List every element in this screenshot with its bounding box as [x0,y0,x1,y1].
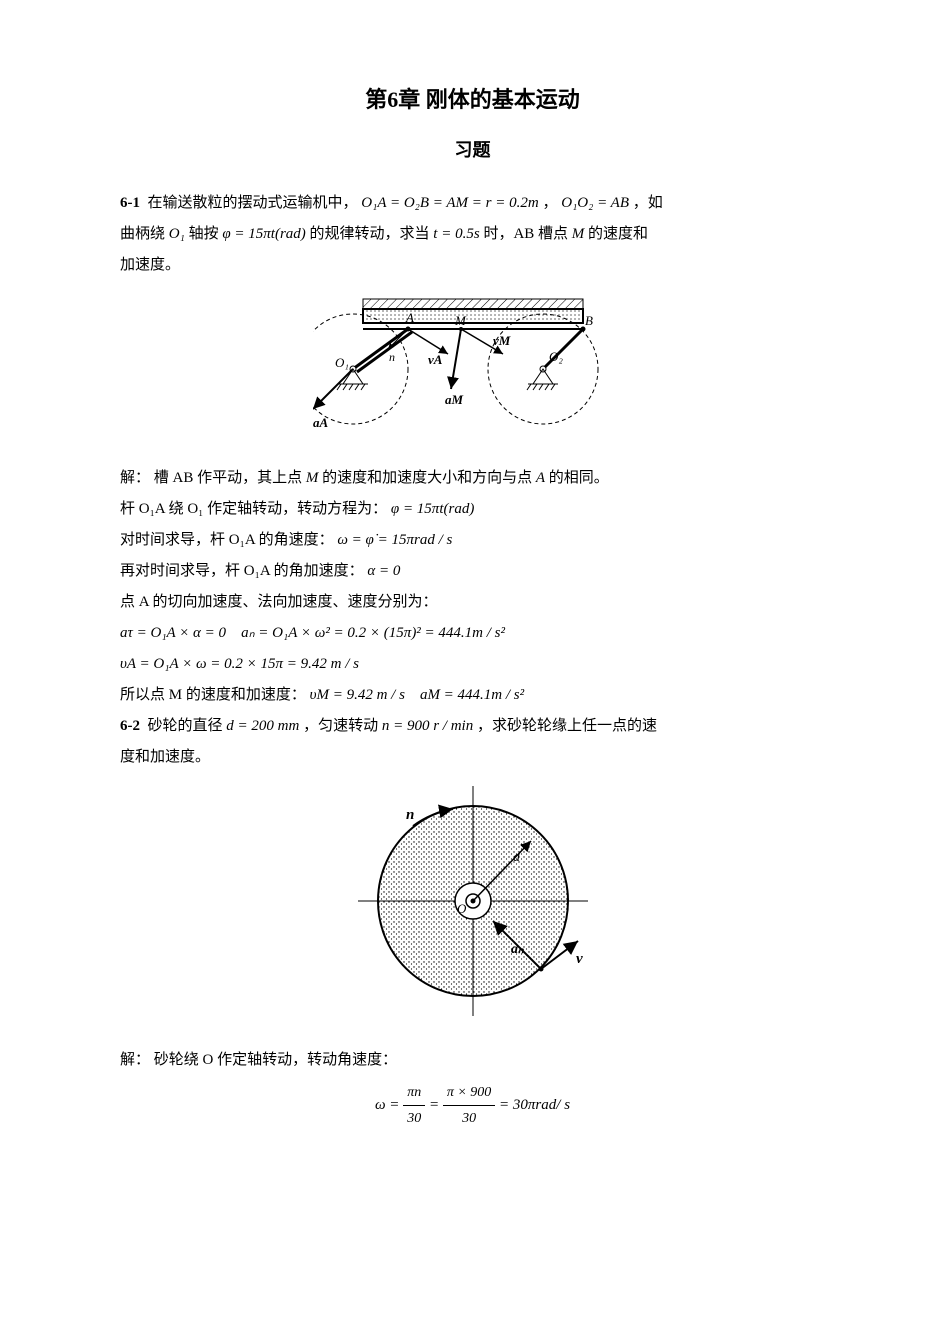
solution-line: 解： 砂轮绕 O 作定轴转动，转动角速度： [120,1047,825,1074]
text: 杆 O₁A 绕 O₁ 作定轴转动，转动方程为： [120,501,387,517]
problem-text: 曲柄绕 O₁ 轴按 φ = 15πt(rad) 的规律转动，求当 t = 0.5… [120,221,825,248]
solution-line: 对时间求导，杆 O₁A 的角速度： ω = φ̇ = 15πrad / s [120,527,825,554]
equation: υA = O₁A × ω = 0.2 × 15π = 9.42 m / s [120,656,359,672]
solution-line: 杆 O₁A 绕 O₁ 作定轴转动，转动方程为： φ = 15πt(rad) [120,496,825,523]
equation: t = 0.5s [433,226,479,242]
var: M [306,470,319,486]
text: 砂轮绕 O 作定轴转动，转动角速度： [154,1052,397,1068]
label-n: n [406,807,414,823]
equation: O₁A = O₂B = AM = r = 0.2m [361,195,538,211]
problem-number: 6-2 [120,718,140,734]
equation: aτ = O₁A × α = 0 [120,625,226,641]
figure-6-2: O n d aₙ v [120,781,825,1031]
problem-text: 6-1 在输送散粒的摆动式运输机中， O₁A = O₂B = AM = r = … [120,190,825,217]
label-O: O [457,901,467,916]
text: 曲柄绕 [120,226,169,242]
solution-line: 点 A 的切向加速度、法向加速度、速度分别为： [120,589,825,616]
label-M: M [454,313,467,328]
text: 轴按 [189,226,223,242]
text: 所以点 M 的速度和加速度： [120,687,306,703]
var: A [536,470,545,486]
label-O1: O₁ [335,355,349,370]
solution-line: 所以点 M 的速度和加速度： υM = 9.42 m / s aM = 444.… [120,682,825,709]
denominator: 30 [403,1106,425,1131]
mechanism-diagram: O₁ O₂ A B M vA vM aM aA n [313,289,633,439]
fraction: π × 900 30 [443,1080,495,1131]
equation: α = 0 [367,563,400,579]
solution-label: 解： [120,470,150,486]
label-aM: aM [445,392,464,407]
fraction: πn 30 [403,1080,425,1131]
solution-equation: υA = O₁A × ω = 0.2 × 15π = 9.42 m / s [120,651,825,678]
eq-mid: = [429,1097,443,1113]
problem-text: 度和加速度。 [120,744,825,771]
text: 砂轮的直径 [148,718,227,734]
equation: aₙ = O₁A × ω² = 0.2 × (15π)² = 444.1m / … [241,625,505,641]
label-vA: vA [428,352,443,367]
label-v: v [576,951,583,967]
text: ，求砂轮轮缘上任一点的速 [477,718,657,734]
equation: φ = 15πt(rad) [391,501,474,517]
eq-suffix: = 30πrad/ s [499,1097,570,1113]
text: 在输送散粒的摆动式运输机中， [148,195,358,211]
label-B: B [585,313,593,328]
equation: n = 900 r / min [382,718,473,734]
text: 槽 AB 作平动，其上点 [154,470,306,486]
figure-6-1: O₁ O₂ A B M vA vM aM aA n [120,289,825,449]
solution-label: 解： [120,1052,150,1068]
label-an: aₙ [511,942,525,957]
label-A: A [405,310,414,325]
label-vM: vM [493,333,511,348]
equation: υM = 9.42 m / s [310,687,405,703]
text: 的规律转动，求当 [310,226,434,242]
solution-equation: aτ = O₁A × α = 0 aₙ = O₁A × ω² = 0.2 × (… [120,620,825,647]
text: ，如 [633,195,663,211]
section-subtitle: 习题 [120,134,825,166]
text: 对时间求导，杆 O₁A 的角速度： [120,532,334,548]
denominator: 30 [443,1106,495,1131]
text: ， [542,195,557,211]
problem-text: 6-2 砂轮的直径 d = 200 mm ，匀速转动 n = 900 r / m… [120,713,825,740]
numerator: πn [403,1080,425,1106]
equation: M [572,226,585,242]
text: 再对时间求导，杆 O₁A 的角加速度： [120,563,364,579]
problem-text: 加速度。 [120,252,825,279]
label-O2: O₂ [549,349,563,364]
fraction-equation: ω = πn 30 = π × 900 30 = 30πrad/ s [120,1080,825,1131]
label-d: d [513,850,521,865]
equation: O₁ [169,226,185,242]
text: ，匀速转动 [303,718,382,734]
numerator: π × 900 [443,1080,495,1106]
text: 的速度和加速度大小和方向与点 [322,470,536,486]
label-aA: aA [313,415,329,430]
equation: aM = 444.1m / s² [420,687,524,703]
equation: d = 200 mm [226,718,299,734]
equation: O₁O₂ = AB [561,195,629,211]
text: 的相同。 [549,470,609,486]
problem-6-1: 6-1 在输送散粒的摆动式运输机中， O₁A = O₂B = AM = r = … [120,190,825,279]
equation: ω = φ̇ = 15πrad / s [337,532,452,548]
problem-6-2: 6-2 砂轮的直径 d = 200 mm ，匀速转动 n = 900 r / m… [120,713,825,771]
solution-line: 再对时间求导，杆 O₁A 的角加速度： α = 0 [120,558,825,585]
solution-line: 解： 槽 AB 作平动，其上点 M 的速度和加速度大小和方向与点 A 的相同。 [120,465,825,492]
text: 时，AB 槽点 [483,226,571,242]
label-n: n [389,350,395,364]
problem-number: 6-1 [120,195,140,211]
eq-prefix: ω = [375,1097,403,1113]
text: 的速度和 [588,226,648,242]
grinding-wheel-diagram: O n d aₙ v [353,781,593,1021]
equation: φ = 15πt(rad) [222,226,305,242]
chapter-title: 第6章 刚体的基本运动 [120,80,825,120]
